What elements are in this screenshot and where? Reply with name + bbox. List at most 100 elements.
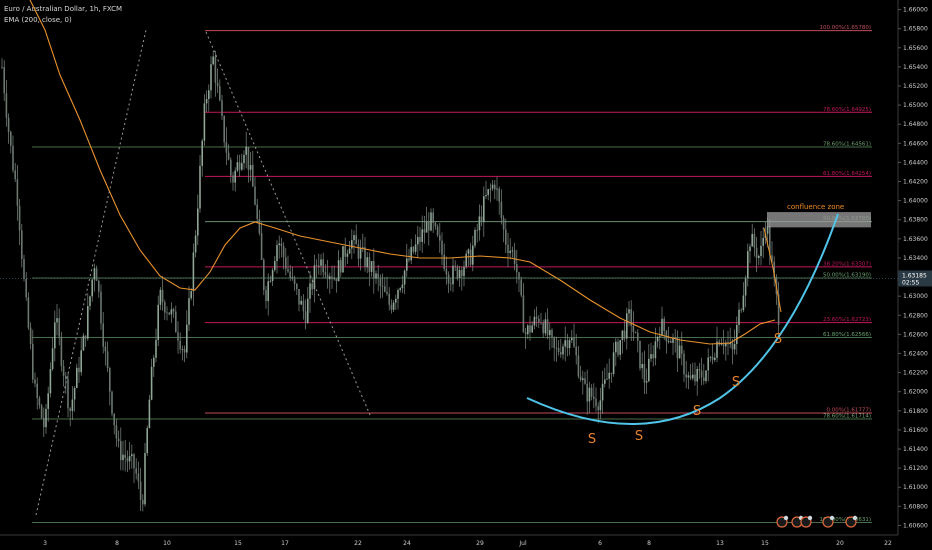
candlestick bbox=[104, 341, 107, 366]
candle-body bbox=[535, 316, 538, 319]
candle-body bbox=[751, 233, 753, 247]
candle-body bbox=[749, 246, 751, 252]
candlestick bbox=[62, 360, 65, 387]
candle-body bbox=[454, 265, 456, 267]
candlestick bbox=[227, 144, 230, 161]
candlestick bbox=[137, 461, 140, 490]
candle-body bbox=[43, 417, 45, 428]
candle-body bbox=[388, 293, 390, 305]
candlestick bbox=[133, 453, 135, 484]
candlestick bbox=[676, 330, 679, 373]
candle-body bbox=[483, 196, 485, 223]
candle-body bbox=[722, 342, 725, 347]
candlestick bbox=[84, 335, 87, 347]
candle-body bbox=[313, 265, 316, 290]
dotted-trend-line-down bbox=[205, 31, 371, 416]
fibonacci-levels: 100.00%(1.65780) 78.60%(1.64925) 61.80%(1.… bbox=[32, 25, 872, 523]
candle-body bbox=[623, 330, 626, 339]
candlestick bbox=[82, 333, 85, 351]
candlestick bbox=[527, 323, 529, 340]
candle-body bbox=[16, 179, 19, 206]
candlestick bbox=[423, 215, 426, 244]
candlestick bbox=[707, 348, 709, 382]
candle-body bbox=[667, 341, 670, 342]
candle-body bbox=[674, 337, 676, 339]
candlestick bbox=[419, 226, 421, 251]
candle-body bbox=[612, 352, 615, 374]
candle-body bbox=[80, 350, 82, 373]
candlestick bbox=[221, 94, 223, 120]
candle-body bbox=[153, 357, 155, 367]
candle-body bbox=[562, 346, 564, 355]
candlestick bbox=[751, 223, 753, 247]
candle-body bbox=[155, 339, 157, 358]
candlestick bbox=[3, 60, 5, 102]
candlestick bbox=[474, 227, 476, 249]
candlestick bbox=[247, 146, 250, 183]
candle-body bbox=[476, 229, 478, 231]
candle-body bbox=[410, 247, 412, 261]
candlestick bbox=[375, 270, 377, 284]
candle-body bbox=[544, 319, 547, 334]
candle-body bbox=[450, 283, 452, 285]
candlestick bbox=[709, 355, 712, 362]
candlestick bbox=[252, 151, 254, 187]
candlestick bbox=[650, 342, 652, 363]
candlestick bbox=[538, 314, 540, 329]
candlestick bbox=[406, 243, 408, 277]
s-label: S bbox=[635, 429, 643, 444]
event-icon-dot bbox=[783, 515, 789, 521]
candle-body bbox=[447, 274, 450, 284]
candle-body bbox=[368, 257, 371, 272]
candlestick bbox=[124, 439, 126, 472]
candlestick bbox=[183, 345, 186, 363]
candlestick bbox=[648, 344, 650, 383]
candlestick bbox=[58, 308, 60, 346]
candlestick bbox=[150, 358, 153, 401]
candle-body bbox=[439, 235, 441, 241]
candle-body bbox=[520, 279, 522, 296]
candle-body bbox=[617, 341, 619, 355]
x-tick-label: 15 bbox=[234, 540, 242, 547]
candle-body bbox=[762, 237, 764, 246]
candle-body bbox=[711, 356, 714, 360]
candle-body bbox=[150, 366, 153, 400]
candlestick bbox=[698, 362, 701, 379]
y-tick-label: 1.62400 bbox=[903, 350, 928, 357]
candle-body bbox=[472, 245, 474, 265]
candlestick bbox=[355, 224, 357, 245]
candlestick bbox=[740, 308, 742, 313]
candlestick bbox=[445, 256, 448, 285]
candle-body bbox=[93, 268, 96, 280]
candle-body bbox=[487, 189, 489, 195]
candlestick bbox=[412, 246, 415, 254]
candlestick bbox=[615, 338, 617, 367]
candle-body bbox=[566, 340, 569, 349]
candlestick bbox=[454, 260, 456, 272]
candle-body bbox=[142, 499, 144, 505]
candlestick bbox=[47, 386, 49, 422]
candle-body bbox=[309, 283, 311, 299]
candle-body bbox=[221, 100, 223, 117]
s-label: S bbox=[732, 375, 740, 390]
candle-body bbox=[373, 261, 375, 279]
candle-body bbox=[498, 188, 500, 202]
candlestick bbox=[87, 293, 89, 341]
candlestick bbox=[579, 365, 582, 382]
candle-body bbox=[595, 398, 597, 407]
candlestick bbox=[392, 299, 395, 313]
y-tick-label: 1.60600 bbox=[903, 522, 928, 529]
candle-body bbox=[95, 268, 98, 281]
x-tick-label: 13 bbox=[716, 540, 724, 547]
x-tick-label: 8 bbox=[115, 540, 119, 547]
candle-body bbox=[531, 325, 533, 333]
candle-body bbox=[100, 291, 102, 324]
candle-body bbox=[377, 273, 379, 279]
candlestick bbox=[230, 157, 232, 183]
candlestick bbox=[373, 248, 375, 294]
candlestick bbox=[623, 320, 626, 342]
candlestick bbox=[643, 350, 646, 395]
candle-body bbox=[496, 188, 498, 190]
candle-body bbox=[458, 270, 461, 278]
